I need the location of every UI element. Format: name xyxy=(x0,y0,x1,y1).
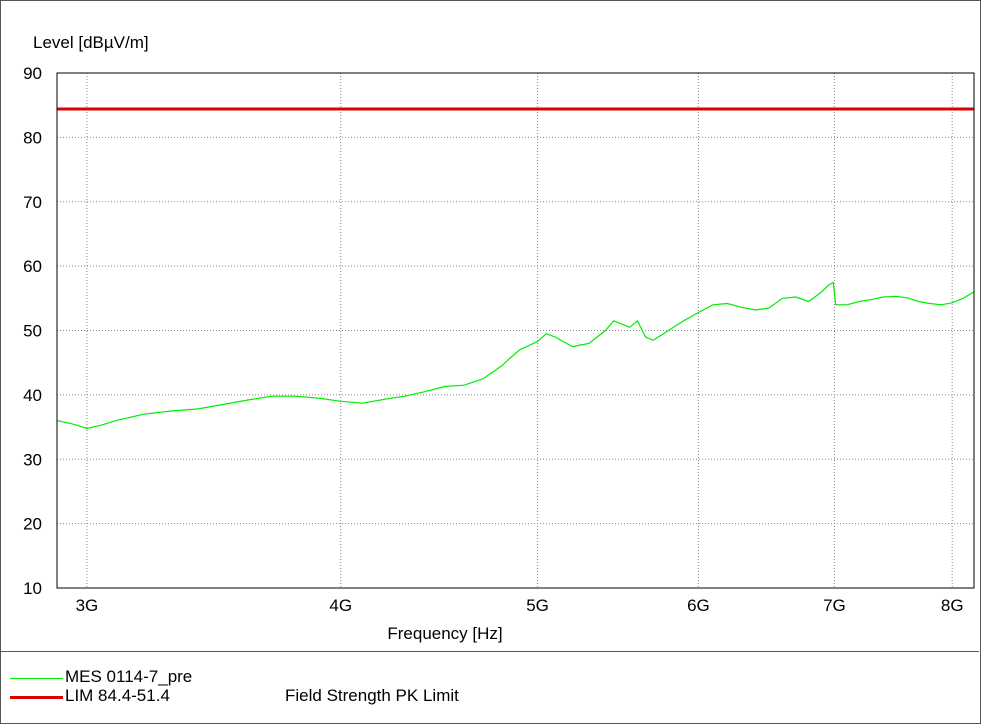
y-tick-label: 70 xyxy=(23,193,42,212)
measurement-line xyxy=(56,281,975,429)
legend-item-limit: LIM 84.4-51.4 Field Strength PK Limit xyxy=(10,686,970,706)
y-tick-label: 40 xyxy=(23,386,42,405)
x-tick-label: 4G xyxy=(329,596,352,615)
legend-item-measurement: MES 0114-7_pre xyxy=(10,667,970,687)
series-layer xyxy=(56,107,975,429)
legend-separator xyxy=(0,651,979,652)
y-tick-label: 50 xyxy=(23,322,42,341)
y-tick-label: 80 xyxy=(23,128,42,147)
x-tick-label: 5G xyxy=(526,596,549,615)
grid xyxy=(57,73,974,588)
x-tick-label: 3G xyxy=(76,596,99,615)
y-tick-label: 60 xyxy=(23,257,42,276)
x-tick-label: 6G xyxy=(687,596,710,615)
y-tick-label: 90 xyxy=(23,64,42,83)
x-axis-label: Frequency [Hz] xyxy=(387,624,502,643)
limit-series-name: LIM 84.4-51.4 xyxy=(65,686,170,705)
limit-series-description: Field Strength PK Limit xyxy=(285,686,459,705)
y-tick-label: 20 xyxy=(23,515,42,534)
measurement-series-name: MES 0114-7_pre xyxy=(65,667,193,686)
y-tick-labels: 10 20 30 40 50 60 70 80 90 xyxy=(23,64,42,598)
y-tick-label: 10 xyxy=(23,579,42,598)
y-axis-label: Level [dBµV/m] xyxy=(33,33,149,52)
measurement-swatch xyxy=(10,678,63,679)
limit-swatch xyxy=(10,696,63,699)
y-tick-label: 30 xyxy=(23,450,42,469)
x-tick-labels: 3G 4G 5G 6G 7G 8G xyxy=(76,596,964,615)
x-tick-label: 7G xyxy=(823,596,846,615)
plot-area-border xyxy=(56,72,975,589)
x-tick-label: 8G xyxy=(941,596,964,615)
